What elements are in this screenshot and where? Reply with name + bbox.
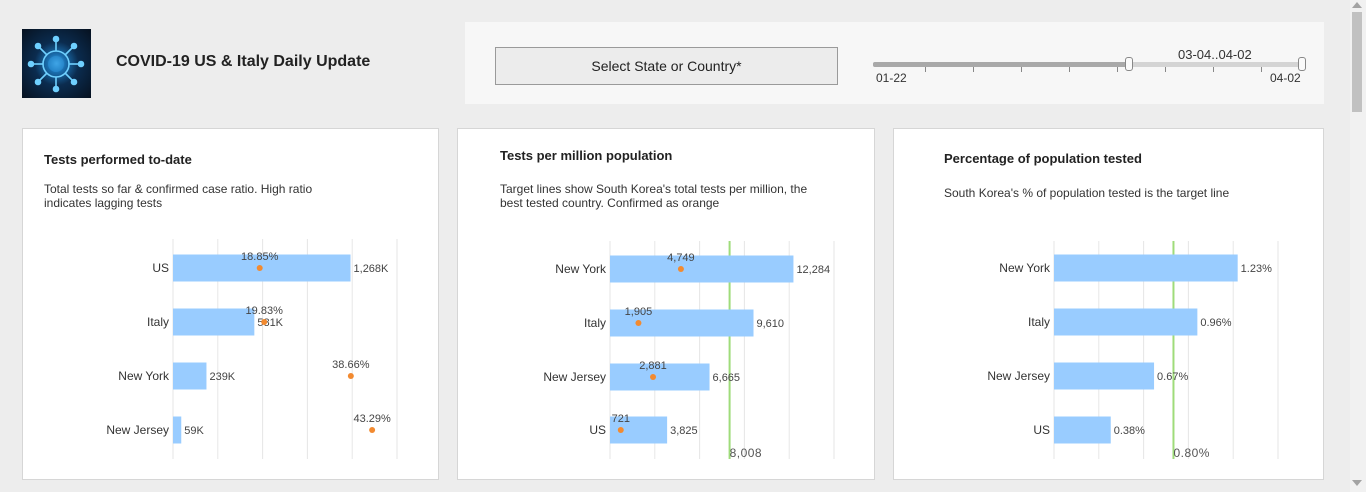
slider-tick — [973, 67, 974, 72]
dot-value-label: 2,881 — [639, 360, 667, 372]
bar — [173, 308, 255, 336]
slider-end-handle[interactable] — [1298, 57, 1306, 71]
category-label: New Jersey — [987, 369, 1050, 383]
dot-value-label: 19.83% — [246, 305, 284, 317]
panel-title: Tests per million population — [500, 148, 673, 163]
confirmed-dot — [635, 320, 642, 326]
bar-value-label: 0.38% — [1114, 425, 1145, 437]
panel-subtitle-line: best tested country. Confirmed as orange — [500, 196, 720, 210]
bar — [1054, 416, 1111, 444]
percentage-tested-chart: 0.80% New York 1.23% Italy 0.96% New Jersey 0.… — [987, 241, 1279, 460]
confirmed-dot — [256, 265, 263, 271]
category-label: New York — [555, 262, 607, 276]
slider-tick — [1261, 67, 1262, 72]
category-label: New York — [118, 369, 170, 383]
slider-start-handle[interactable] — [1125, 57, 1133, 71]
bar — [610, 309, 754, 337]
slider-tick — [925, 67, 926, 72]
panel-subtitle-line: indicates lagging tests — [44, 196, 163, 210]
panel-title: Tests performed to-date — [44, 152, 192, 167]
bar — [173, 416, 182, 444]
slider-tick — [1069, 67, 1070, 72]
bar-value-label: 0.67% — [1157, 371, 1188, 383]
bar — [610, 255, 794, 283]
bar-value-label: 6,665 — [713, 372, 741, 384]
panel-subtitle: South Korea's % of population tested is … — [944, 186, 1229, 200]
category-label: Italy — [584, 316, 606, 330]
confirmed-dot — [347, 373, 354, 379]
bar-value-label: 9,610 — [757, 318, 785, 330]
slider-tick — [1165, 67, 1166, 72]
scroll-down-arrow-icon[interactable] — [1352, 480, 1362, 486]
slider-tick — [1021, 67, 1022, 72]
dot-value-label: 18.85% — [241, 251, 279, 263]
category-label: Italy — [1028, 315, 1050, 329]
bar — [1054, 308, 1198, 336]
dot-value-label: 4,749 — [667, 252, 695, 264]
category-label: Italy — [147, 315, 169, 329]
category-label: New Jersey — [106, 423, 169, 437]
confirmed-dot — [369, 427, 376, 433]
slider-range-label: 03-04..04-02 — [1178, 47, 1252, 62]
category-label: US — [589, 423, 606, 437]
panel-subtitle-line: Target lines show South Korea's total te… — [500, 182, 808, 196]
panel-subtitle: Total tests so far & confirmed case rati… — [44, 182, 312, 210]
tests-per-million-chart: 8,008 New York 12,284 4,749 Italy 9,610 1,905 N… — [543, 241, 835, 460]
bar-value-label: 1.23% — [1241, 263, 1272, 275]
bar-value-label: 59K — [184, 425, 204, 437]
slider-min-label: 01-22 — [876, 71, 907, 85]
panel-subtitle-line: South Korea's % of population tested is … — [944, 186, 1230, 200]
slider-fill — [873, 62, 1129, 67]
panel-title: Percentage of population tested — [944, 151, 1142, 166]
dot-value-label: 721 — [612, 413, 630, 425]
slider-tick — [1117, 67, 1118, 72]
target-label: 8,008 — [730, 446, 763, 460]
panel-subtitle: Target lines show South Korea's total te… — [500, 182, 807, 210]
confirmed-dot — [261, 319, 268, 325]
confirmed-dot — [677, 266, 684, 272]
scroll-up-arrow-icon[interactable] — [1352, 2, 1362, 8]
target-label: 0.80% — [1173, 446, 1210, 460]
category-label: New Jersey — [543, 370, 606, 384]
bar-value-label: 239K — [209, 371, 235, 383]
dot-value-label: 1,905 — [625, 306, 653, 318]
slider-tick — [1213, 67, 1214, 72]
bar — [1054, 362, 1155, 390]
bar — [610, 363, 710, 391]
panel-subtitle-line: Total tests so far & confirmed case rati… — [44, 182, 313, 196]
scroll-thumb[interactable] — [1352, 12, 1362, 112]
dot-value-label: 38.66% — [332, 359, 370, 371]
bar-value-label: 1,268K — [354, 263, 390, 275]
bar-value-label: 12,284 — [796, 264, 830, 276]
bar-value-label: 0.96% — [1200, 317, 1231, 329]
panel-tests-per-million: Tests per million population Target line… — [457, 128, 875, 480]
bar-value-label: 3,825 — [670, 425, 698, 437]
page-scrollbar[interactable] — [1350, 0, 1366, 492]
category-label: US — [152, 261, 169, 275]
category-label: US — [1033, 423, 1050, 437]
bar-value-label: 581K — [257, 317, 283, 329]
virus-icon — [22, 29, 91, 98]
select-state-or-country-button[interactable]: Select State or Country* — [495, 47, 838, 85]
category-label: New York — [999, 261, 1051, 275]
panel-tests-performed: Tests performed to-date Total tests so f… — [22, 128, 439, 480]
bar — [1054, 254, 1238, 282]
dot-value-label: 43.29% — [353, 413, 391, 425]
bar — [173, 362, 207, 390]
confirmed-dot — [650, 374, 657, 380]
panel-percentage-tested: Percentage of population tested South Ko… — [893, 128, 1324, 480]
confirmed-dot — [617, 427, 624, 433]
app-title: COVID-19 US & Italy Daily Update — [116, 53, 371, 70]
slider-max-label: 04-02 — [1270, 71, 1301, 85]
